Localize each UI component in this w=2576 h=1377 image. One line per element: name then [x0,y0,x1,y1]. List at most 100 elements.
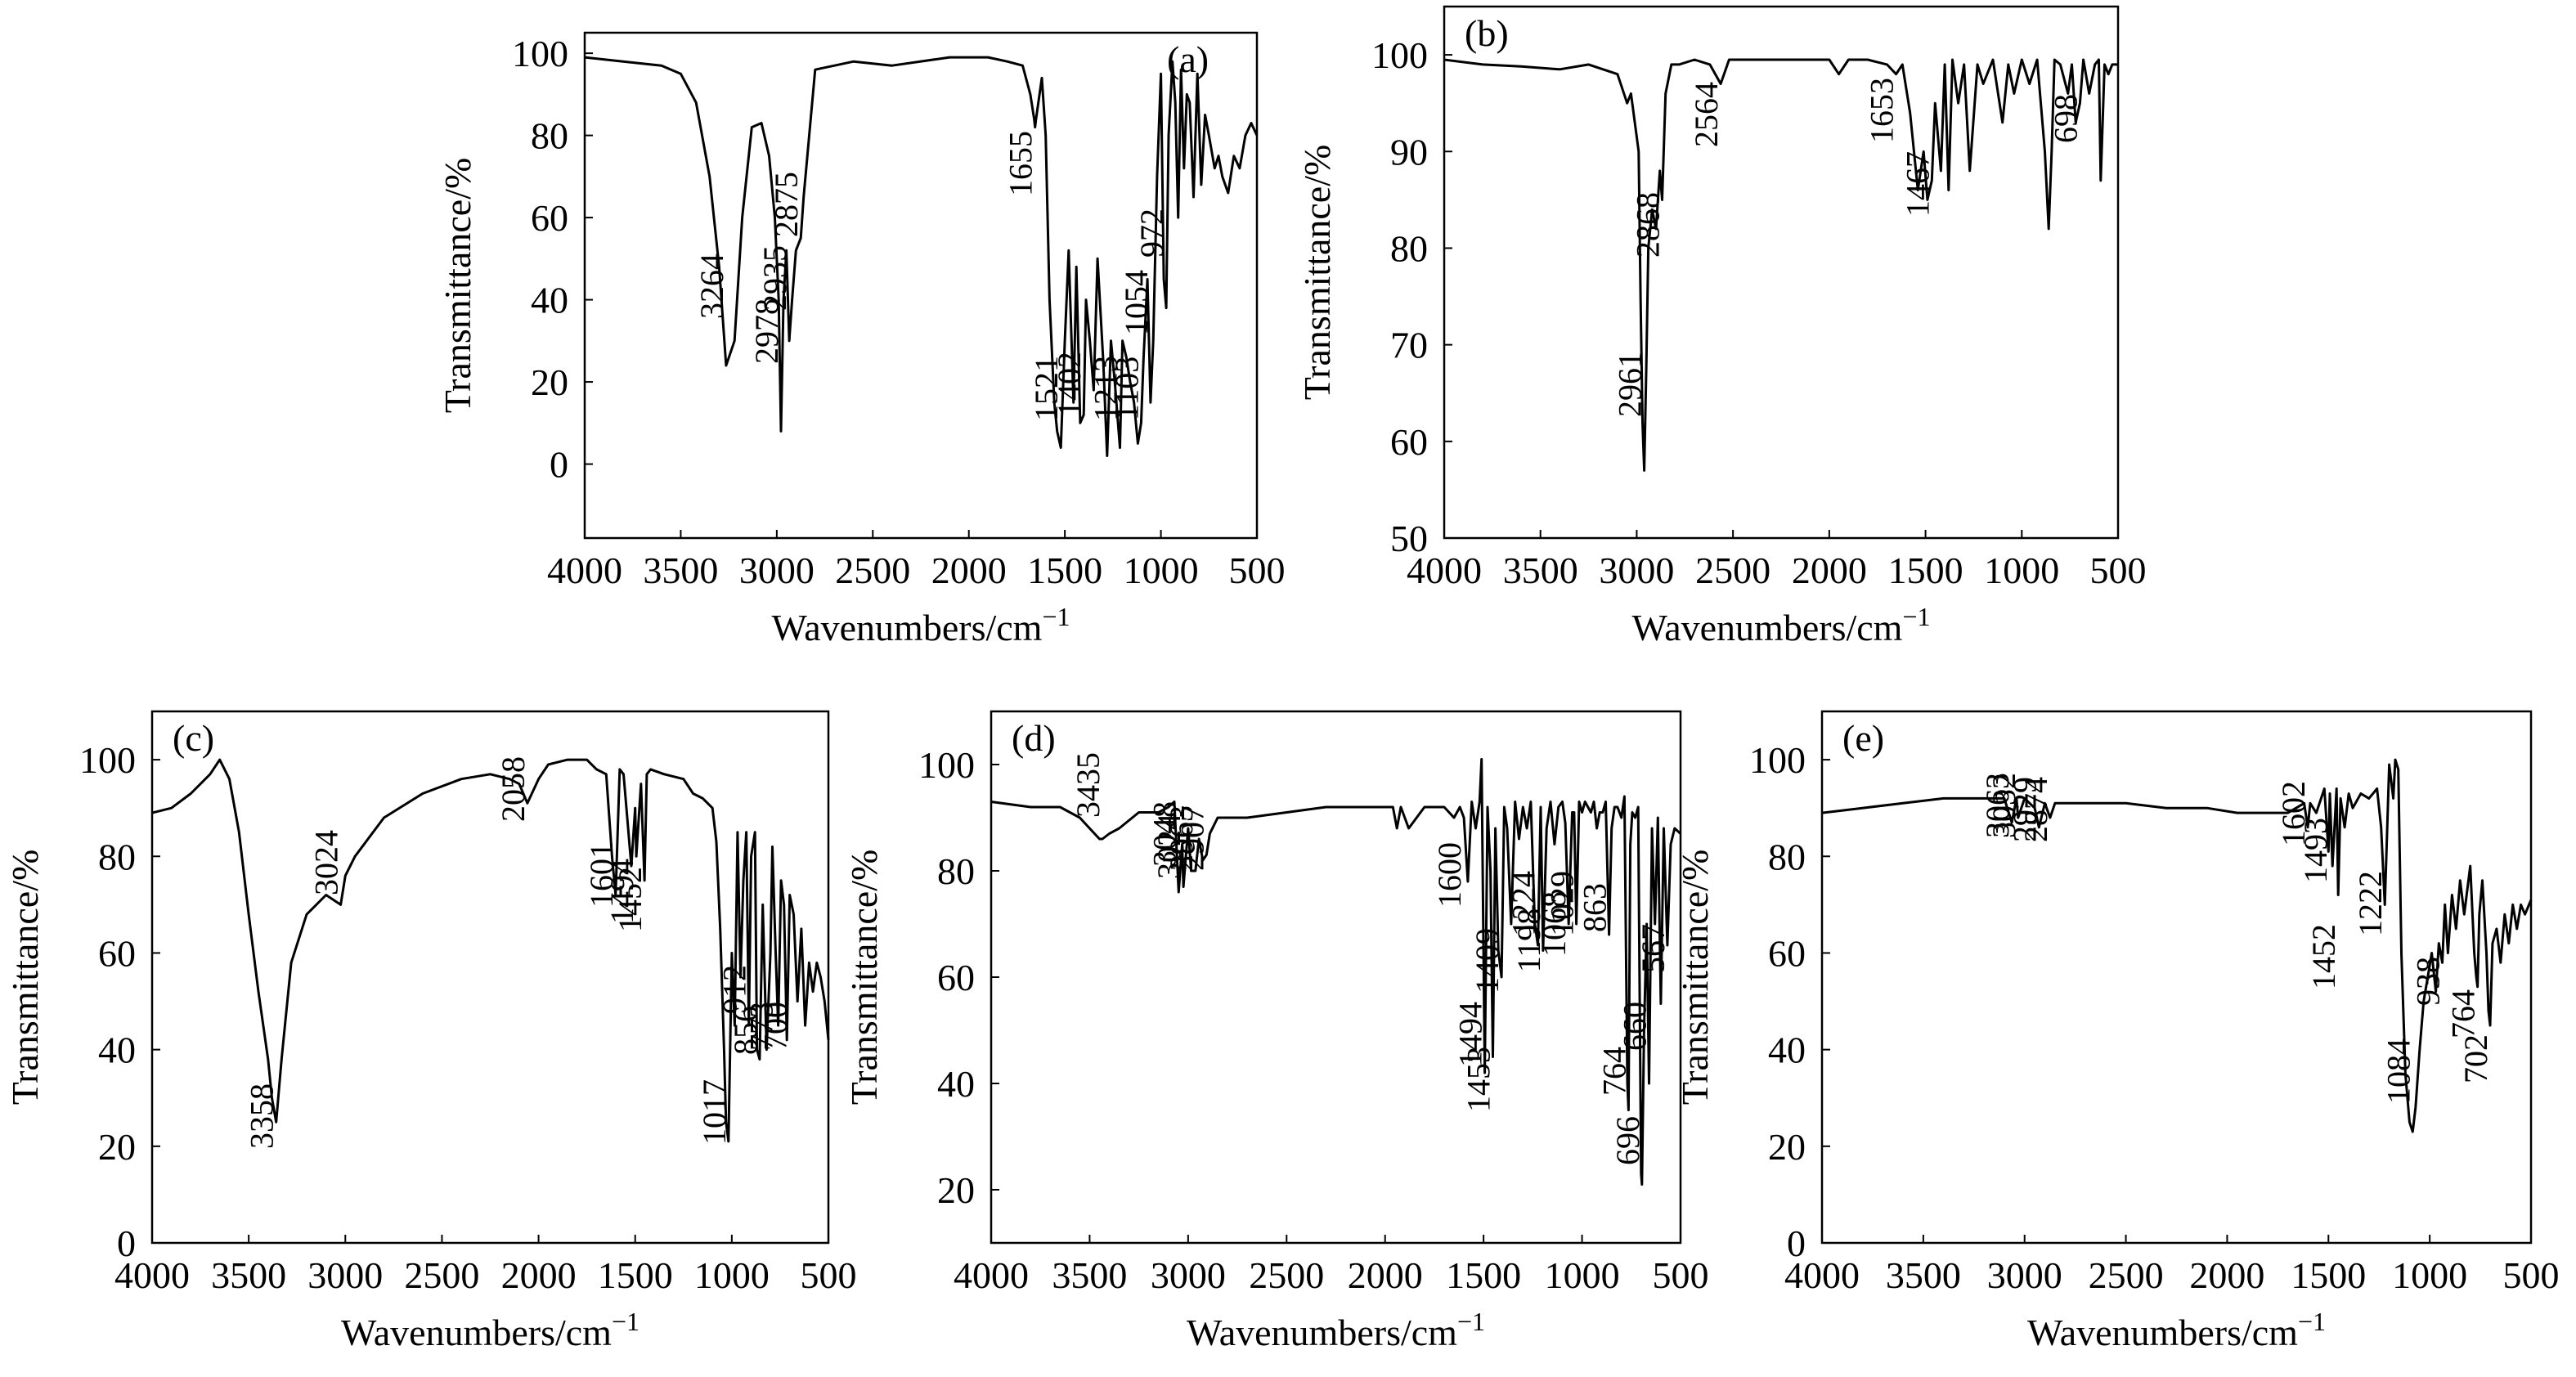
chart-panel-d: 4000 3500 3000 2500 2000 1500 1000 500 20 40 60 80 1… [843,710,1709,1353]
y-tick-label: 0 [117,1222,136,1264]
x-tick-label: 500 [1229,549,1286,591]
y-tick-label: 50 [1390,518,1428,559]
peak-label: 1467 [1899,151,1936,217]
peak-label: 3024 [308,830,345,895]
peak-label: 1600 [1431,842,1468,908]
peak-label: 2874 [2017,777,2054,842]
peak-label: 1521 [1028,356,1065,421]
peak-label: 764 [1595,1047,1632,1096]
y-tick-label: 100 [512,33,568,74]
x-tick-label: 1000 [2392,1254,2467,1296]
peak-label: 1653 [1864,78,1901,143]
peak-label: 1453 [1460,1047,1497,1112]
y-tick-label: 70 [1390,325,1428,366]
panel-label: (c) [173,717,214,759]
x-tick-label: 3500 [1052,1254,1127,1296]
peak-label: 1409 [1469,928,1506,994]
x-tick-label: 3000 [1987,1254,2062,1296]
peak-label: 660 [1616,1002,1653,1051]
y-tick-label: 90 [1390,131,1428,173]
x-tick-label: 2000 [501,1254,577,1296]
x-axis-label-main: Wavenumbers/cm [341,1312,612,1353]
y-axis-label: Transmittance/% [1674,850,1716,1106]
peak-label: 1213 [1088,356,1124,421]
panel-label: (d) [1012,717,1056,759]
peak-label: 3063 [1979,773,2016,838]
peak-label: 1054 [1118,270,1155,335]
x-tick-label: 500 [2090,549,2147,591]
peak-label: 938 [2410,957,2447,1006]
peak-label: 1494 [1452,1002,1489,1067]
x-tick-label: 3000 [1599,549,1674,591]
plot-frame [1820,710,2533,1245]
peak-label: 2058 [495,756,532,822]
x-axis-label: Wavenumbers/cm−1 [1631,602,1930,648]
y-tick-label: 80 [1768,836,1806,877]
peak-label: 2907 [1174,805,1210,871]
spectrum-line [1821,758,2533,1133]
y-tick-label: 80 [98,836,136,877]
peak-label: 2963 [1163,805,1200,871]
y-tick-label: 20 [531,361,568,403]
x-tick-label: 2500 [835,549,910,591]
peak-label: 3032 [1986,773,2022,838]
x-tick-label: 1500 [1888,549,1963,591]
y-tick-label: 40 [531,280,568,321]
y-tick-label: 0 [550,444,568,486]
y-tick-label: 40 [1768,1029,1806,1071]
x-axis-label-main: Wavenumbers/cm [1187,1312,1457,1353]
plot-frame [1443,5,2120,540]
x-tick-label: 3000 [1151,1254,1226,1296]
x-tick-label: 4000 [1407,549,1482,591]
x-axis-label: Wavenumbers/cm−1 [771,602,1070,648]
x-tick-label: 1000 [1124,549,1199,591]
peak-label: 1452 [2305,924,2342,989]
x-tick-label: 1500 [2291,1254,2366,1296]
peak-label: 2868 [1630,192,1667,258]
y-tick-label: 20 [1768,1126,1806,1168]
peak-label: 1068 [1536,891,1573,957]
peak-label: 773 [743,1002,779,1051]
panel-label: (b) [1465,12,1509,54]
y-tick-label: 0 [1787,1222,1806,1264]
x-tick-label: 1500 [1027,549,1102,591]
y-tick-label: 60 [98,932,136,974]
peak-label: 702 [2457,1034,2494,1083]
peak-label: 1655 [1003,131,1039,196]
x-axis-label-main: Wavenumbers/cm [1631,607,1902,648]
peak-label: 1103 [1108,357,1145,421]
y-tick-label: 100 [79,739,136,781]
x-tick-label: 2000 [1792,549,1867,591]
peak-label: 912 [716,965,753,1014]
spectrum-line [990,758,1682,1186]
panel-label: (e) [1842,717,1884,759]
x-tick-label: 3500 [211,1254,286,1296]
spectrum-line [1443,58,2118,472]
y-axis-label: Transmittance/% [437,158,478,414]
x-axis-label-sup: −1 [1042,602,1070,631]
spectrum-line [584,56,1259,457]
peak-label: 2978 [748,298,785,364]
chart-panel-c: 4000 3500 3000 2500 2000 1500 1000 500 0 20 40 60 80… [4,710,857,1353]
y-tick-label: 60 [531,197,568,239]
peak-label: 764 [2445,989,2482,1038]
y-tick-label: 60 [937,957,975,998]
peak-label: 1602 [2275,781,2312,846]
y-tick-label: 80 [937,850,975,892]
x-tick-label: 3000 [307,1254,383,1296]
peak-label: 863 [1577,883,1613,932]
plot-frame [150,710,830,1245]
x-tick-label: 4000 [954,1254,1029,1296]
x-axis-label: Wavenumbers/cm−1 [2027,1307,2326,1353]
x-axis-label-main: Wavenumbers/cm [771,607,1042,648]
peak-label: 2935 [756,245,793,311]
peak-label: 2961 [1612,352,1649,417]
y-tick-label: 80 [531,115,568,157]
x-axis-label: Wavenumbers/cm−1 [1187,1307,1485,1353]
peak-label: 972 [1133,209,1170,258]
peak-label: 1601 [583,842,620,908]
x-tick-label: 2500 [2089,1254,2164,1296]
peak-label: 3048 [1146,801,1183,867]
x-tick-label: 500 [1653,1254,1709,1296]
